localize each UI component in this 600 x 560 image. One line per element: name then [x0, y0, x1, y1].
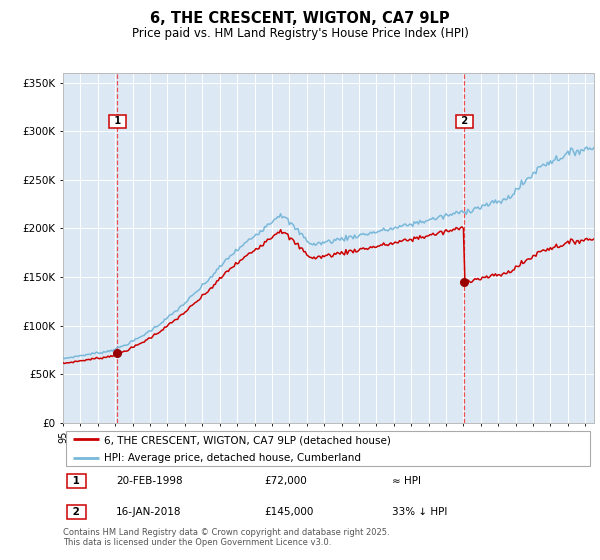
Text: 1: 1: [111, 116, 124, 127]
Text: 16-JAN-2018: 16-JAN-2018: [116, 507, 182, 517]
Text: 1: 1: [70, 476, 84, 486]
Text: HPI: Average price, detached house, Cumberland: HPI: Average price, detached house, Cumb…: [104, 454, 361, 464]
Text: Contains HM Land Registry data © Crown copyright and database right 2025.
This d: Contains HM Land Registry data © Crown c…: [63, 528, 389, 547]
Text: 2: 2: [458, 116, 471, 127]
Text: ≈ HPI: ≈ HPI: [392, 476, 421, 486]
Text: £72,000: £72,000: [265, 476, 308, 486]
Text: 2: 2: [70, 507, 84, 517]
Text: 6, THE CRESCENT, WIGTON, CA7 9LP (detached house): 6, THE CRESCENT, WIGTON, CA7 9LP (detach…: [104, 435, 391, 445]
Text: £145,000: £145,000: [265, 507, 314, 517]
Text: 20-FEB-1998: 20-FEB-1998: [116, 476, 183, 486]
FancyBboxPatch shape: [65, 431, 590, 466]
Text: Price paid vs. HM Land Registry's House Price Index (HPI): Price paid vs. HM Land Registry's House …: [131, 27, 469, 40]
Text: 33% ↓ HPI: 33% ↓ HPI: [392, 507, 448, 517]
Text: 6, THE CRESCENT, WIGTON, CA7 9LP: 6, THE CRESCENT, WIGTON, CA7 9LP: [150, 11, 450, 26]
